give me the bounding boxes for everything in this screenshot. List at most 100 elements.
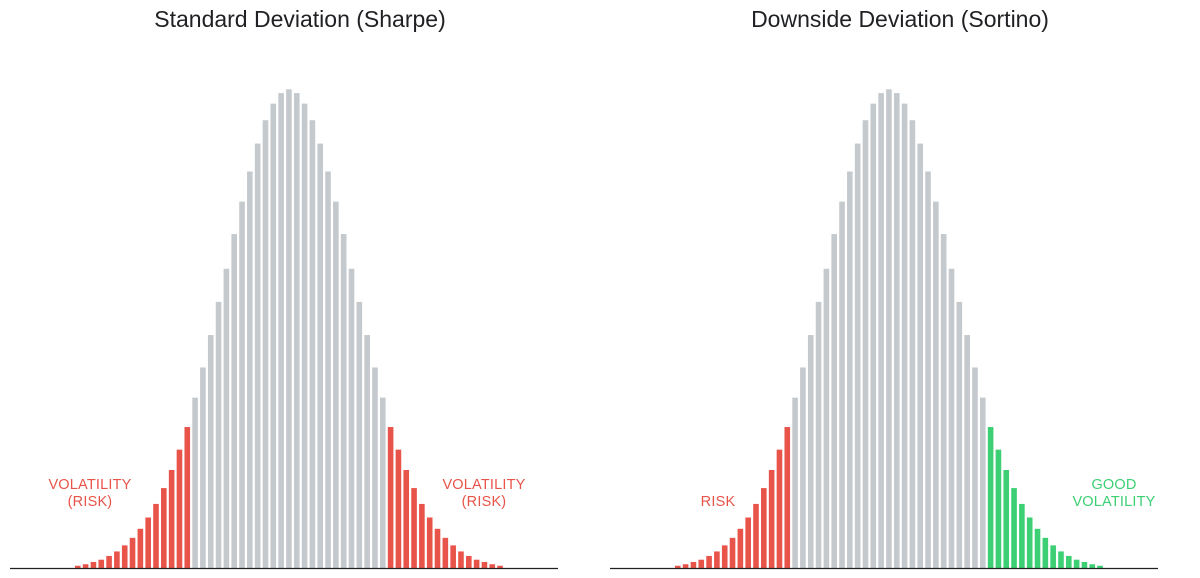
bar-risk — [184, 427, 191, 568]
bar-neutral — [215, 301, 222, 568]
bar-risk — [434, 528, 441, 568]
bar-neutral — [831, 234, 837, 569]
bar-neutral — [964, 335, 970, 568]
bar-good — [987, 427, 994, 568]
bar-risk — [466, 555, 472, 568]
bar-neutral — [870, 103, 877, 568]
bar-risk — [106, 555, 112, 568]
bars-group — [75, 89, 503, 569]
bar-risk — [698, 559, 705, 568]
bar-risk — [137, 528, 144, 568]
bar-neutral — [207, 335, 214, 568]
right-tail-annotation: VOLATILITY (RISK) — [432, 477, 536, 511]
bar-good — [1097, 565, 1103, 568]
bar-neutral — [854, 143, 861, 568]
bar-neutral — [878, 93, 884, 568]
bar-neutral — [847, 171, 853, 569]
bar-neutral — [886, 89, 892, 568]
bar-neutral — [262, 120, 269, 568]
sortino-bar-chart — [610, 89, 1158, 570]
bar-risk — [403, 470, 410, 568]
sharpe-chart-title: Standard Deviation (Sharpe) — [154, 6, 446, 32]
annotation-line: RISK — [700, 494, 736, 510]
bar-good — [1003, 470, 1010, 568]
bar-risk — [729, 537, 736, 568]
bar-good — [1011, 488, 1017, 568]
bar-risk — [489, 564, 496, 568]
bar-good — [1042, 537, 1049, 568]
bar-risk — [98, 559, 105, 568]
bar-risk — [706, 555, 712, 568]
bar-risk — [426, 517, 433, 568]
bar-risk — [90, 561, 97, 568]
bar-good — [1089, 564, 1096, 568]
bar-neutral — [815, 301, 822, 568]
bar-risk — [690, 561, 697, 568]
annotation-line: VOLATILITY — [1072, 494, 1156, 510]
bar-risk — [753, 503, 759, 568]
sharpe-bar-chart — [10, 89, 558, 570]
annotation-line: VOLATILITY — [442, 477, 526, 493]
bar-neutral — [286, 89, 292, 568]
bar-risk — [82, 564, 89, 568]
left-tail-annotation: VOLATILITY (RISK) — [38, 477, 142, 511]
bar-risk — [714, 551, 720, 568]
bar-neutral — [901, 103, 908, 568]
annotation-line: (RISK) — [461, 494, 507, 510]
bar-good — [1026, 517, 1033, 568]
bar-risk — [481, 561, 488, 568]
bar-neutral — [340, 234, 347, 569]
bar-risk — [442, 537, 449, 568]
bar-neutral — [948, 268, 955, 568]
bar-risk — [419, 503, 425, 568]
bar-risk — [121, 545, 128, 568]
bar-neutral — [956, 301, 963, 568]
bar-neutral — [254, 143, 261, 568]
bar-neutral — [333, 201, 339, 568]
bar-neutral — [364, 335, 370, 568]
bar-neutral — [925, 171, 931, 569]
bar-neutral — [933, 201, 939, 568]
bar-good — [1081, 561, 1088, 568]
bar-neutral — [917, 143, 924, 568]
good-volatility-annotation: GOOD VOLATILITY — [1062, 477, 1166, 511]
bar-risk — [497, 565, 503, 568]
bar-neutral — [270, 103, 277, 568]
bar-neutral — [348, 268, 355, 568]
annotation-line: (RISK) — [67, 494, 113, 510]
bar-neutral — [223, 268, 230, 568]
bar-risk — [411, 488, 417, 568]
bar-neutral — [192, 397, 198, 568]
sortino-chart-title: Downside Deviation (Sortino) — [751, 6, 1049, 32]
bar-risk — [458, 551, 464, 568]
bar-neutral — [200, 367, 206, 568]
bar-neutral — [356, 301, 363, 568]
bar-risk — [395, 449, 402, 568]
bar-neutral — [893, 93, 900, 568]
bar-risk — [75, 565, 81, 568]
bar-neutral — [278, 93, 284, 568]
bar-risk — [129, 537, 136, 568]
bar-neutral — [979, 397, 986, 568]
bar-neutral — [247, 171, 253, 569]
bar-neutral — [317, 143, 324, 568]
bar-risk — [745, 517, 751, 568]
bar-neutral — [823, 268, 830, 568]
bar-neutral — [293, 93, 300, 568]
bar-risk — [450, 545, 456, 568]
bar-risk — [682, 564, 689, 568]
sortino-chart-panel: Downside Deviation (Sortino) RISK GOOD V… — [600, 0, 1200, 578]
sharpe-chart-panel: Standard Deviation (Sharpe) VOLATILITY (… — [10, 6, 558, 570]
bar-good — [1019, 503, 1025, 568]
bar-good — [1034, 528, 1041, 568]
bar-neutral — [792, 397, 798, 568]
bar-neutral — [379, 397, 386, 568]
annotation-line: GOOD — [1091, 477, 1137, 493]
bar-risk — [761, 488, 767, 568]
bar-risk — [776, 449, 783, 568]
bar-risk — [168, 470, 175, 568]
bar-risk — [721, 545, 728, 568]
bar-neutral — [839, 201, 845, 568]
bar-good — [1050, 545, 1056, 568]
bars-group — [675, 89, 1103, 569]
